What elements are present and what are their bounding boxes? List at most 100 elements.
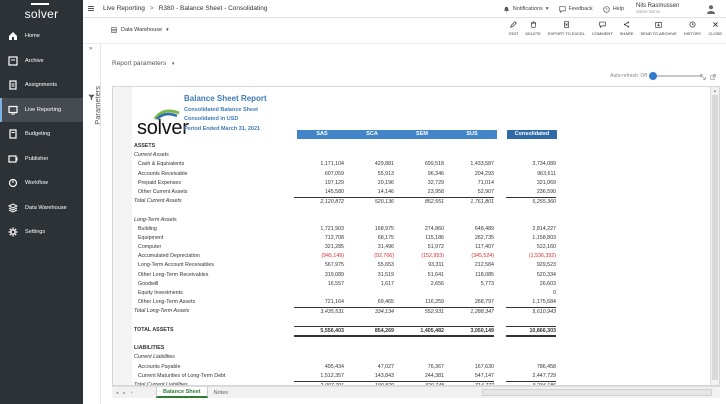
share-button[interactable]: SHARE — [620, 21, 633, 36]
help-button[interactable]: ? Help — [603, 5, 624, 13]
sidebar-item-publisher[interactable]: Publisher — [0, 147, 83, 172]
breadcrumb-separator: > — [149, 5, 154, 12]
cell-sus: 71,014 — [477, 179, 494, 186]
parameters-panel[interactable]: » Parameters — [83, 44, 102, 404]
column-header-consolidated: Consolidated — [507, 130, 557, 139]
cell-sca: 429,881 — [374, 161, 394, 168]
chevron-down-icon: ▾ — [545, 6, 549, 12]
sidebar-item-live-reporting[interactable]: Live Reporting — [0, 97, 83, 122]
chevron-down-icon: ▾ — [166, 27, 169, 33]
svg-text:?: ? — [605, 7, 608, 12]
feedback-label: Feedback — [568, 6, 593, 12]
spacer-row — [132, 335, 710, 344]
report-parameters-toggle[interactable]: Report parameters ▾ — [112, 60, 175, 67]
table-row: Total Long-Term Assets 3,435,531 334,134 55… — [132, 307, 710, 316]
sidebar-item-settings[interactable]: Settings — [0, 220, 83, 245]
row-label: Accounts Payable — [138, 363, 181, 370]
cell-sas: 5,556,403 — [294, 325, 344, 337]
cell-consolidated: 5,255,360 — [506, 197, 556, 207]
export-to-excel-button[interactable]: EXPORT TO EXCEL — [548, 21, 585, 36]
cell-consolidated: 236,590 — [536, 188, 556, 195]
edit-button[interactable]: EDIT — [509, 21, 518, 36]
expand-chevron-icon[interactable]: » — [89, 46, 93, 52]
table-row: Equipment 712,708 68,175 115,186 262,735 1,15… — [132, 234, 710, 243]
popout-icon[interactable] — [710, 74, 716, 80]
horizontal-scrollbar[interactable] — [482, 389, 712, 396]
scroll-up-icon[interactable]: ▲ — [713, 88, 717, 93]
sidebar-item-assignments[interactable]: Assignments — [0, 73, 83, 98]
filter-icon[interactable] — [88, 94, 95, 101]
table-row: Long-Term Assets — [132, 216, 710, 225]
tab-notes[interactable]: Notes — [213, 389, 228, 396]
spacer-row — [132, 317, 710, 326]
user-menu[interactable]: Nils Rasmussen Solver Demo — [636, 3, 702, 15]
tab-balance-sheet[interactable]: Balance Sheet — [156, 387, 208, 398]
table-row: ASSETS — [132, 142, 710, 151]
table-row: Computer 321,285 31,496 51,972 117,407 522,16… — [132, 243, 710, 252]
cell-sas: 16,557 — [327, 280, 344, 287]
cell-sem: 2,656 — [430, 280, 444, 287]
table-row: Current Maturities of Long-Term Debt 1,51… — [132, 372, 710, 381]
cell-sas: 495,434 — [324, 363, 344, 370]
cell-sca: 143,843 — [374, 372, 394, 379]
cell-consolidated: 5,610,943 — [506, 307, 556, 317]
cell-consolidated: 1,158,803 — [532, 234, 556, 241]
cell-sas: 319,089 — [324, 271, 344, 278]
cell-sas: 1,721,903 — [320, 225, 344, 232]
sidebar-item-label: Assignments — [25, 82, 58, 89]
add-sheet-icon[interactable]: + — [130, 390, 134, 395]
solver-logo[interactable]: solver — [0, 3, 83, 24]
database-icon — [111, 27, 117, 33]
tab-prev-icon[interactable]: ◂ — [116, 389, 119, 395]
scrollbar-thumb[interactable] — [712, 95, 718, 380]
cell-sca: (92,766) — [374, 253, 394, 260]
cell-sas: 721,164 — [324, 299, 344, 306]
comment-button[interactable]: COMMENT — [592, 21, 613, 36]
column-header-sem: SEM — [397, 130, 447, 139]
auto-refresh-label: Auto-refresh: Off — [610, 73, 647, 79]
close-button[interactable]: CLOSE — [708, 21, 722, 36]
user-icon[interactable] — [706, 4, 716, 14]
cell-sas: 1,171,104 — [320, 161, 344, 168]
breadcrumb-live-reporting[interactable]: Live Reporting — [103, 5, 145, 12]
sidebar-item-home[interactable]: Home — [0, 24, 83, 49]
report-rows: ASSETS Current Assets Cash & Equivalents 1,… — [132, 142, 710, 385]
table-row: TOTAL ASSETS 5,556,403 854,269 1,405,482 3,0… — [132, 325, 710, 337]
sidebar-item-budgeting[interactable]: Budgeting — [0, 122, 83, 147]
cell-consolidated: 786,458 — [536, 363, 556, 370]
cell-sem: 1,405,482 — [394, 325, 444, 337]
tab-next-icon[interactable]: ▸ — [123, 389, 126, 395]
sidebar-item-label: Settings — [25, 229, 46, 236]
notifications-button[interactable]: Notifications ▾ — [503, 6, 549, 13]
cell-sus: 117,407 — [475, 244, 494, 251]
send-to-archive-button[interactable]: SEND TO ARCHIVE — [640, 21, 677, 36]
cell-sca: 854,269 — [344, 325, 394, 337]
row-label: Computer — [138, 244, 162, 251]
cell-sas: 712,708 — [324, 234, 344, 241]
data-source-select[interactable]: Data Warehouse ▾ — [111, 27, 169, 33]
menu-icon[interactable] — [88, 5, 94, 13]
vertical-scrollbar[interactable]: ▲ — [710, 87, 719, 385]
table-row: LIABILITIES — [132, 344, 710, 353]
delete-button[interactable]: DELETE — [525, 21, 541, 36]
cell-consolidated: 2,814,227 — [532, 225, 556, 232]
slider-knob[interactable] — [649, 71, 657, 80]
cell-sas: 567,975 — [324, 262, 344, 269]
expand-icon[interactable] — [700, 74, 706, 80]
table-row: Building 1,721,903 168,975 274,860 648,489 2,… — [132, 225, 710, 234]
cell-sem: 23,958 — [427, 188, 444, 195]
publisher-icon — [8, 154, 18, 164]
cell-sas: 3,435,531 — [294, 307, 344, 317]
history-button[interactable]: HISTORY — [684, 21, 701, 36]
table-row: Current Liabilities — [132, 353, 710, 362]
auto-refresh-slider[interactable] — [649, 71, 702, 80]
table-row: Goodwill 16,557 1,617 2,656 5,773 26,603 — [132, 280, 710, 289]
sidebar-item-label: Budgeting — [25, 131, 51, 138]
sidebar-item-archive[interactable]: Archive — [0, 49, 83, 74]
sidebar-item-label: Live Reporting — [25, 106, 62, 113]
feedback-button[interactable]: Feedback — [558, 5, 593, 13]
row-label: Equipment — [138, 234, 164, 241]
cell-sca: 55,913 — [377, 170, 394, 177]
sidebar-item-workflow[interactable]: Workflow — [0, 171, 83, 196]
sidebar-item-data-warehouse[interactable]: Data Warehouse — [0, 196, 83, 221]
